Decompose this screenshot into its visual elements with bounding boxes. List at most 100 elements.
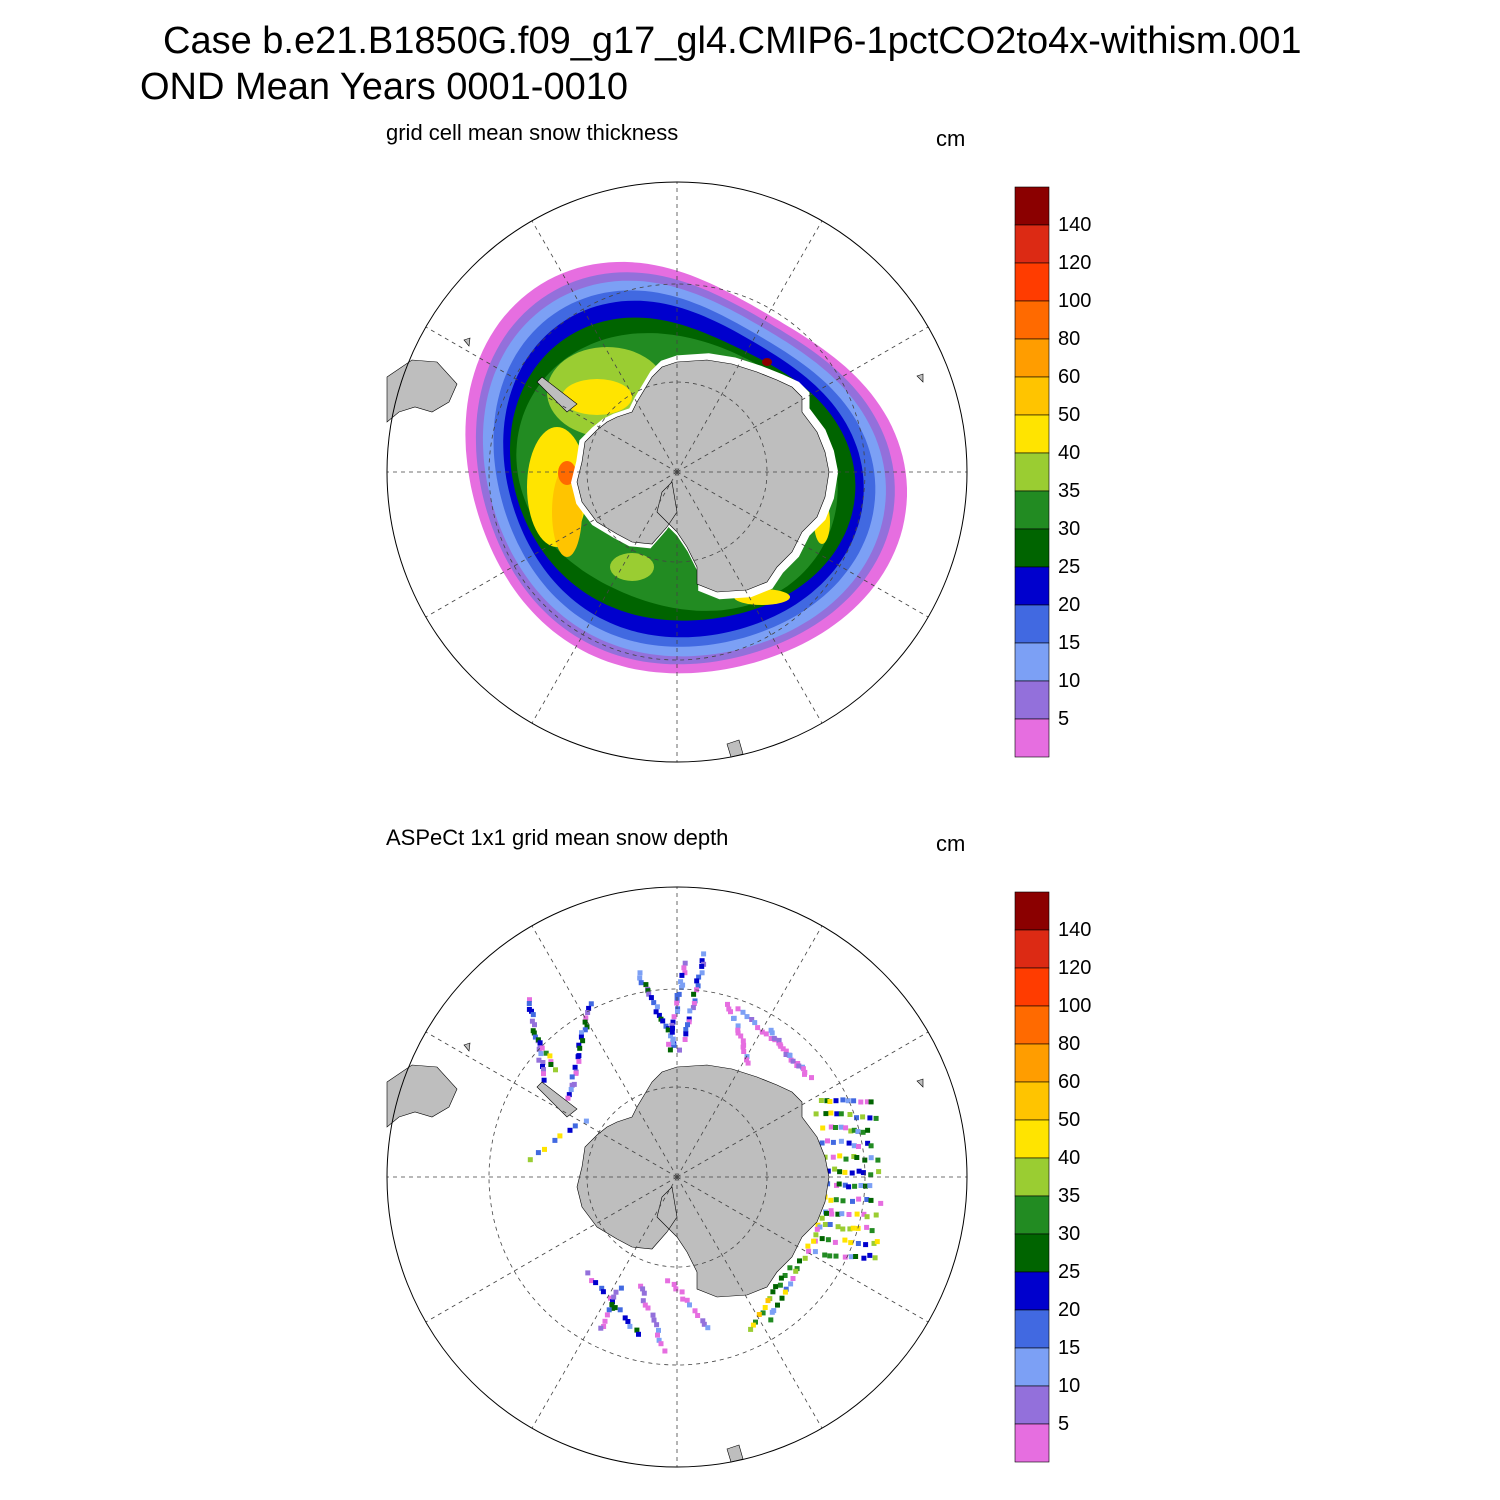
panel2-obs-cell — [692, 1308, 698, 1314]
panel2-obs-cell — [610, 1299, 615, 1305]
panel2-obs-cell — [822, 1222, 828, 1227]
panel2-obs-cell — [824, 1098, 830, 1104]
panel2-obs-cell — [557, 1133, 563, 1139]
panel2-obs-cell — [749, 1017, 755, 1022]
panel2-obs-cell — [760, 1310, 766, 1316]
panel2-colorbar-swatch — [1014, 1195, 1050, 1235]
panel2-obs-cell — [583, 1118, 589, 1124]
panel2-obs-cell — [645, 988, 651, 994]
panel2-colorbar-tick-label: 140 — [1058, 919, 1092, 941]
panel1-snow-patch — [562, 379, 632, 415]
panel2-obs-cell — [861, 1211, 867, 1217]
panel2-colorbar-swatch — [1014, 929, 1050, 969]
panel2-meridian — [676, 1031, 929, 1178]
panel2-obs-cell — [538, 1051, 544, 1057]
panel2-colorbar-tick-label: 50 — [1058, 1109, 1081, 1131]
panel2-colorbar-tick-label: 80 — [1058, 1033, 1081, 1055]
panel1-meridian — [676, 220, 823, 473]
panel2-obs-cell — [824, 1210, 829, 1216]
panel2-graticule — [387, 887, 967, 1467]
panel2-obs-cell — [811, 1238, 817, 1244]
panel2-obs-cell — [610, 1305, 616, 1311]
panel2-obs-cell — [802, 1071, 807, 1077]
panel2-obs-cell — [837, 1153, 843, 1159]
panel2-obs-cell — [756, 1312, 762, 1317]
panel1-colorbar-swatch — [1014, 490, 1050, 530]
panel2-obs-cell — [699, 963, 705, 969]
panel2-obs-cell — [670, 1036, 676, 1042]
panel2-meridian — [676, 1176, 823, 1429]
panel2-obs-cell — [682, 1037, 688, 1042]
panel2-obs-cell — [740, 1009, 746, 1015]
panel2-colorbar-swatch — [1014, 1081, 1050, 1121]
panel2-obs-cell — [856, 1196, 862, 1202]
panel2-obs-cell — [840, 1226, 846, 1232]
panel2-obs-cell — [651, 1000, 657, 1006]
panel2-obs-cell — [552, 1137, 558, 1143]
panel2-obs-cell — [864, 1224, 870, 1230]
panel2-island-west — [463, 1042, 471, 1052]
panel2-map-border — [386, 886, 968, 1468]
panel1-map-border — [386, 181, 968, 763]
panel1-colorbar-tick-label: 50 — [1058, 404, 1081, 426]
panel2-obs-cell — [686, 1016, 692, 1022]
panel2-obs-cell — [771, 1035, 777, 1041]
panel2-obs-cell — [829, 1211, 835, 1217]
panel2-obs-cell — [797, 1258, 802, 1264]
panel2-obs-cell — [843, 1156, 849, 1162]
panel2-obs-cell — [654, 1004, 660, 1010]
panel2-meridian — [425, 1176, 678, 1323]
panel2-obs-cell — [540, 1060, 546, 1065]
panel2-obs-cell — [851, 1143, 857, 1149]
panel2-obs-cell — [827, 1222, 833, 1227]
panel2-obs-cell — [650, 1312, 656, 1318]
panel2-obs-cell — [609, 1302, 615, 1308]
panel2-obs-cell — [770, 1289, 776, 1295]
panel1-colorbar-tick-label: 120 — [1058, 252, 1092, 274]
panel2-obs-cell — [827, 1253, 833, 1259]
panel2-obs-cell — [765, 1298, 771, 1304]
panel2-obs-cell — [802, 1255, 808, 1261]
panel2-obs-cell — [526, 1001, 532, 1006]
panel2-obs-cell — [856, 1144, 861, 1149]
panel2-obs-cell — [576, 1058, 582, 1064]
panel2-obs-cell — [586, 1005, 592, 1011]
panel2-obs-cell — [637, 975, 643, 981]
panel2-obs-cell — [627, 1323, 633, 1329]
panel2-obs-cell — [768, 1027, 774, 1033]
panel1-title: grid cell mean snow thickness — [386, 120, 679, 145]
panel2-island-east — [916, 1078, 924, 1088]
panel2-obs-cell — [579, 1030, 584, 1036]
panel2-obs-cell — [565, 1095, 571, 1101]
figure-title-case: Case b.e21.B1850G.f09_g17_gl4.CMIP6-1pct… — [163, 20, 1302, 62]
panel1-colorbar-swatch — [1014, 680, 1050, 720]
panel2-obs-cell — [862, 1157, 868, 1163]
panel2-obs-cell — [750, 1322, 756, 1328]
panel2-obs-cell — [690, 1005, 696, 1011]
panel2-obs-cell — [731, 1016, 736, 1021]
panel2-colorbar-swatch — [1014, 1347, 1050, 1387]
panel2-obs-cell — [867, 1252, 873, 1258]
panel2-obs-cell — [823, 1111, 829, 1117]
panel1-colorbar-swatch — [1014, 414, 1050, 454]
panel2-obs-cell — [679, 985, 684, 990]
panel2-obs-cell — [547, 1053, 553, 1059]
panel2-obs-cell — [848, 1240, 854, 1246]
panel2-obs-cell — [687, 1008, 693, 1014]
panel2-obs-cell — [604, 1312, 610, 1318]
panel2-obs-cell — [769, 1309, 775, 1315]
panel2-obs-cell — [531, 1030, 537, 1036]
panel2-colorbar-tick-label: 60 — [1058, 1071, 1081, 1093]
panel2-obs-cell — [874, 1239, 880, 1245]
panel2-obs-cell — [819, 1215, 825, 1221]
panel2-obs-cell — [868, 1172, 874, 1178]
panel2-obs-cell — [762, 1305, 768, 1310]
panel2-obs-cell — [814, 1226, 820, 1232]
panel1-colorbar-tick-label: 40 — [1058, 442, 1081, 464]
panel2-obs-cell — [775, 1302, 780, 1308]
panel2-colorbar-swatch — [1014, 1157, 1050, 1197]
panel2-obs-cell — [679, 972, 685, 978]
panel2-obs-cell — [695, 1313, 701, 1318]
panel1-colorbar-tick-label: 60 — [1058, 366, 1081, 388]
panel2-obs-cell — [834, 1182, 839, 1188]
